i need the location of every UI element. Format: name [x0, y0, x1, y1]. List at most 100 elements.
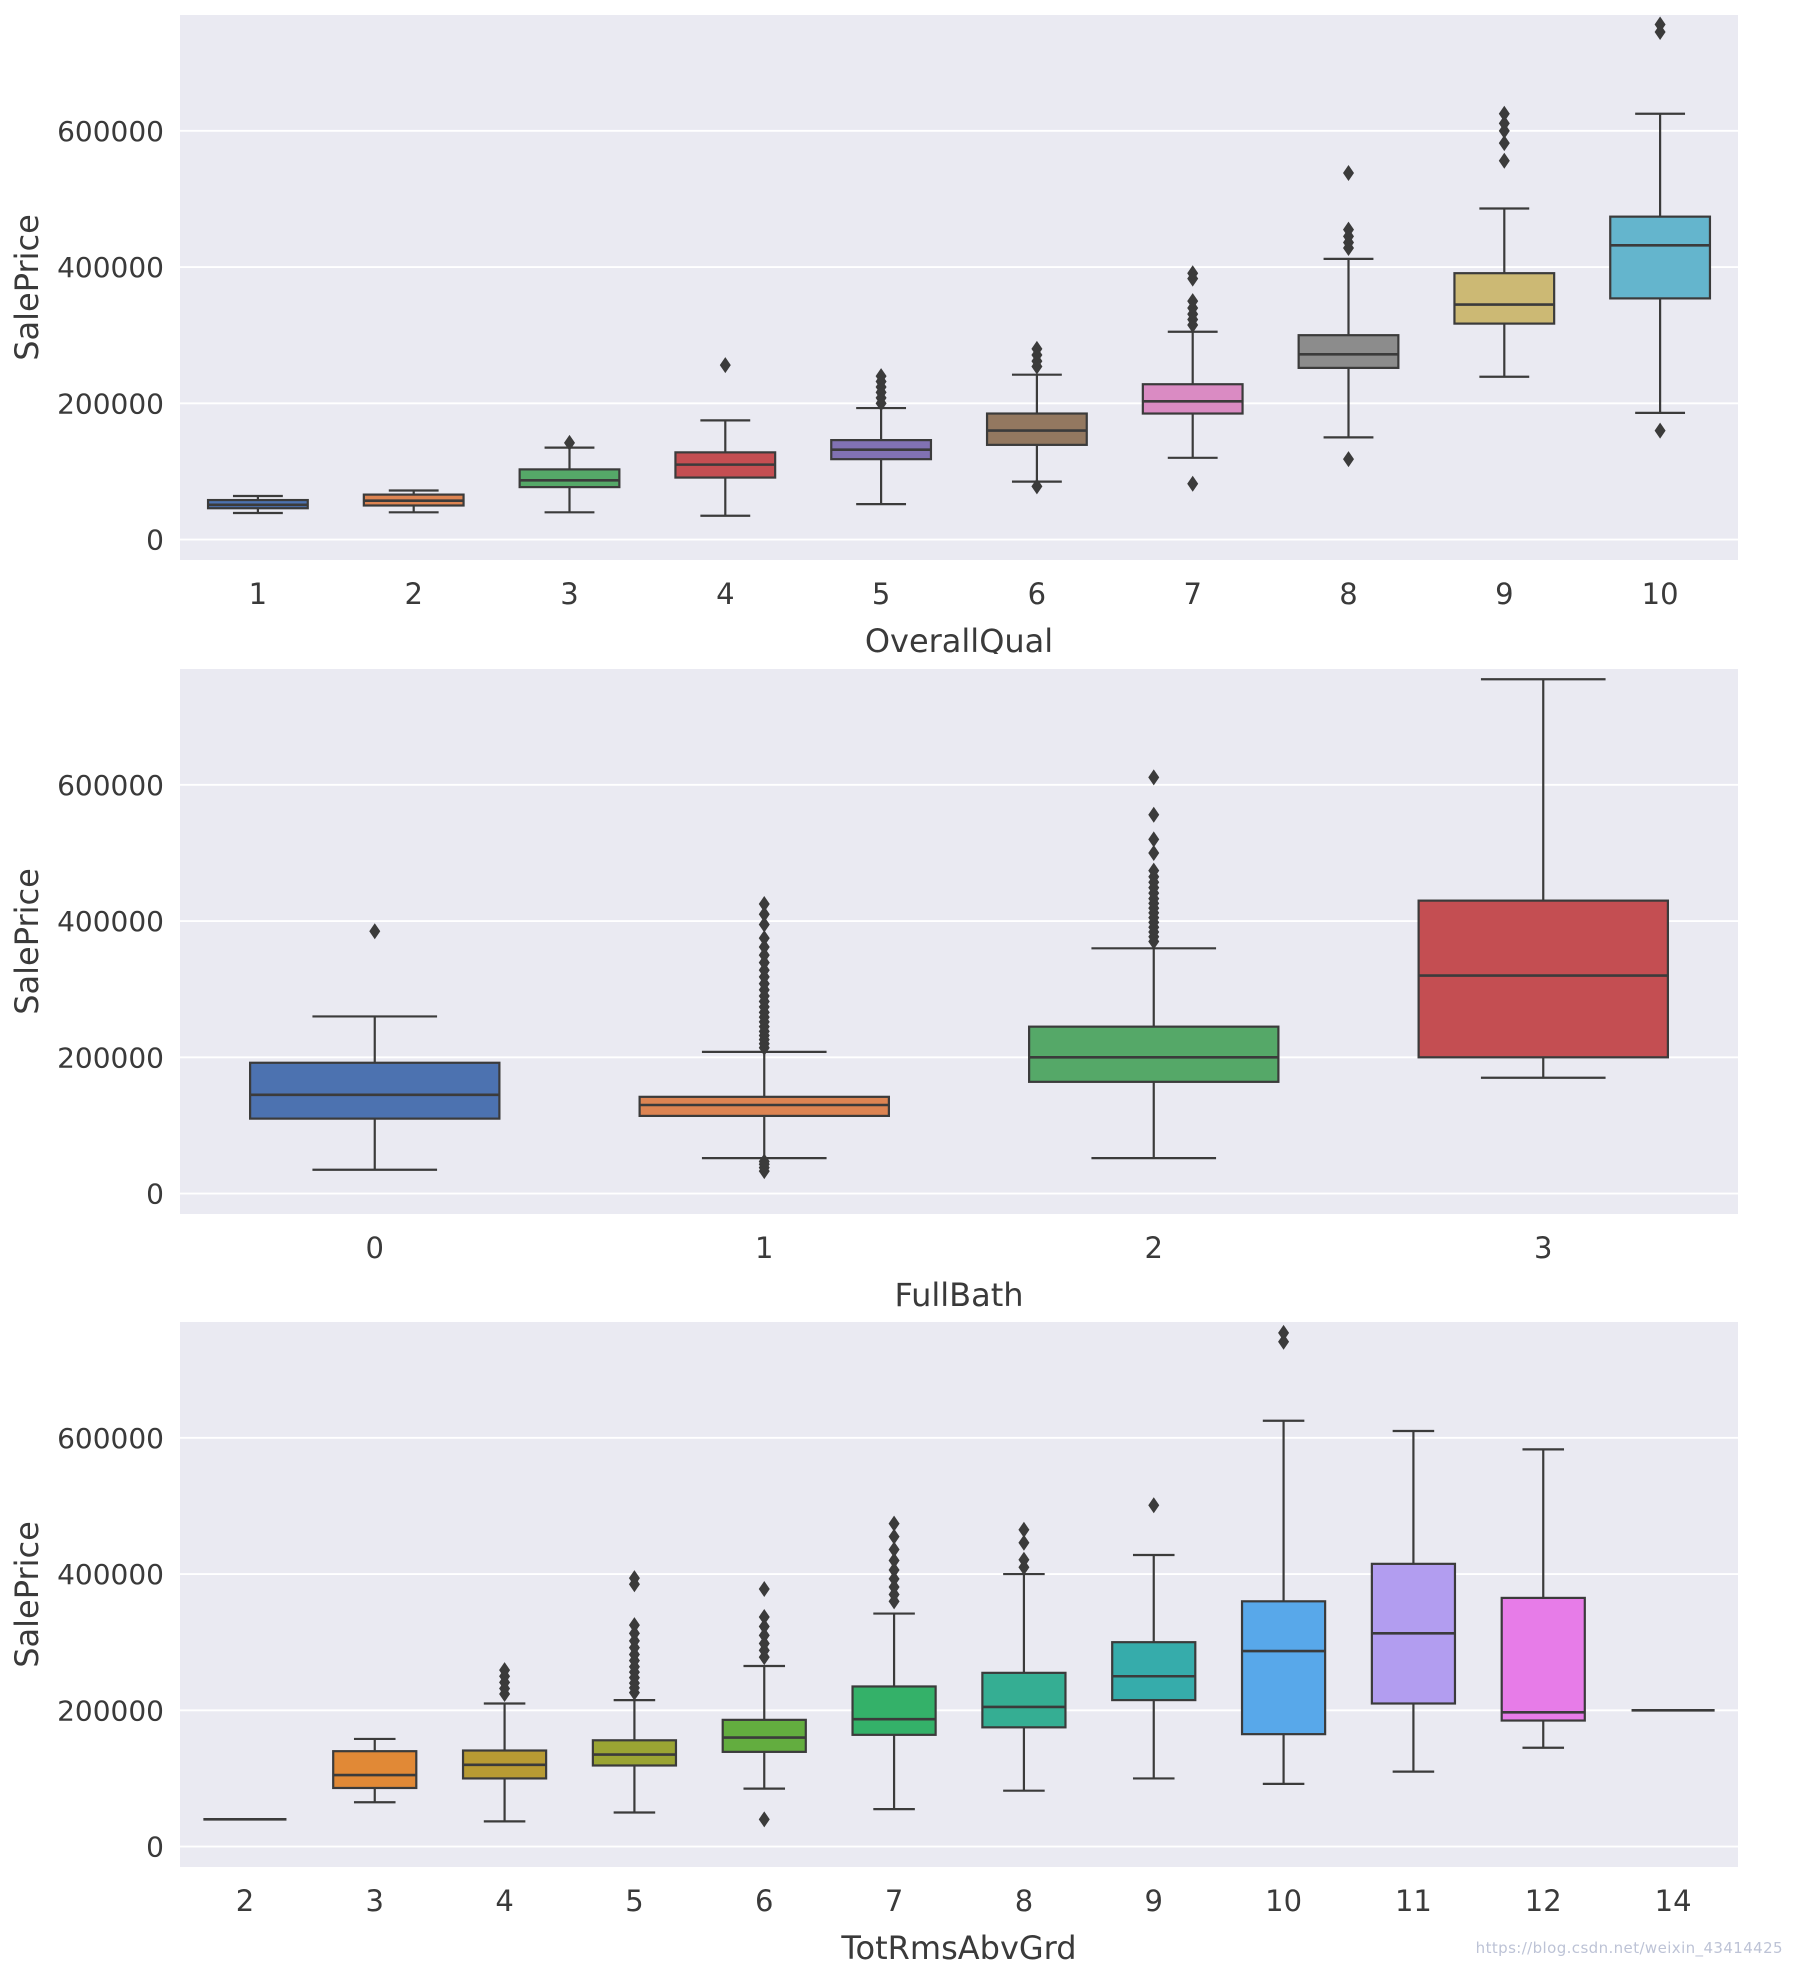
x-tick-label: 11: [1395, 1884, 1432, 1918]
box: [1141, 383, 1244, 415]
box: [1500, 1596, 1586, 1722]
plot-area: [180, 1322, 1738, 1867]
box-group: [1453, 105, 1556, 378]
box-group: [1500, 1448, 1586, 1749]
x-tick-label: 8: [1339, 577, 1357, 611]
box: [1609, 215, 1712, 300]
outlier-point: [1654, 422, 1666, 439]
y-tick-label: 600000: [57, 115, 164, 148]
box-group: [1417, 678, 1669, 1079]
box-group: [1141, 265, 1244, 492]
outlier-point: [1148, 862, 1160, 879]
outlier-point: [875, 368, 887, 385]
y-tick-label: 200000: [57, 1041, 164, 1074]
x-tick-label: 12: [1525, 1884, 1562, 1918]
box: [1240, 1600, 1327, 1736]
y-axis-label: SalePrice: [8, 868, 46, 1015]
box: [1111, 1641, 1197, 1702]
outlier-point: [369, 923, 381, 940]
outlier-point: [1031, 478, 1043, 495]
outlier-point: [758, 947, 770, 964]
y-tick-label: 600000: [57, 769, 164, 802]
y-tick-label: 400000: [57, 251, 164, 284]
x-tick-label: 5: [872, 577, 890, 611]
x-tick-label: 6: [1028, 577, 1046, 611]
outlier-point: [1343, 165, 1354, 182]
outlier-point: [758, 1153, 770, 1170]
box: [721, 1718, 807, 1753]
x-tick-label: 4: [716, 577, 734, 611]
box: [332, 1750, 418, 1790]
box-group: [1609, 16, 1712, 439]
x-tick-label: 10: [1642, 577, 1679, 611]
outlier-point: [758, 1635, 770, 1652]
outlier-point: [758, 930, 770, 947]
y-tick-label: 0: [146, 1831, 164, 1864]
box-group: [518, 434, 621, 514]
outlier-point: [1187, 265, 1199, 282]
x-tick-label: 14: [1655, 1884, 1692, 1918]
x-tick-label: 1: [755, 1231, 773, 1265]
x-axis-label: OverallQual: [865, 622, 1053, 654]
x-tick-label: 10: [1265, 1884, 1302, 1918]
y-axis-label: SalePrice: [8, 1521, 46, 1668]
x-tick-label: 5: [625, 1884, 643, 1918]
x-tick-label: 9: [1145, 1884, 1163, 1918]
box-group: [249, 923, 501, 1171]
x-tick-label: 8: [1015, 1884, 1033, 1918]
box-group: [1111, 1497, 1197, 1780]
outlier-point: [888, 1579, 900, 1596]
outlier-point: [1498, 105, 1510, 122]
box-group: [721, 1581, 807, 1828]
outlier-point: [1031, 340, 1043, 357]
outlier-point: [758, 1618, 770, 1635]
x-tick-label: 4: [495, 1884, 513, 1918]
y-tick-label: 400000: [57, 905, 164, 938]
box: [591, 1739, 678, 1767]
x-tick-label: 3: [1534, 1231, 1552, 1265]
outlier-point: [628, 1570, 640, 1587]
x-axis-label: TotRmsAbvGrd: [840, 1929, 1076, 1961]
box-group: [851, 1515, 937, 1811]
y-tick-label: 0: [146, 524, 164, 557]
x-tick-label: 3: [366, 1884, 384, 1918]
box: [981, 1671, 1067, 1729]
box-group: [1370, 1429, 1457, 1773]
outlier-point: [1018, 1551, 1030, 1568]
box-group: [638, 896, 890, 1180]
x-tick-label: 7: [1183, 577, 1201, 611]
outlier-point: [888, 1528, 900, 1545]
outlier-point: [1278, 1324, 1290, 1341]
y-tick-label: 200000: [57, 387, 164, 420]
outlier-point: [628, 1617, 640, 1634]
csdn-watermark: https://blog.csdn.net/weixin_43414425: [1475, 1939, 1783, 1957]
outlier-point: [564, 434, 575, 451]
outlier-point: [758, 1811, 770, 1828]
boxplot-totrmsabvgrd: 0 200000 400000 600000 SalePrice 2 3 4 5 6 7 8 9 10 11…: [8, 1322, 1738, 1961]
outlier-point: [719, 357, 731, 374]
outlier-point: [628, 1625, 640, 1642]
outlier-point: [888, 1561, 900, 1578]
box: [985, 412, 1088, 446]
outlier-point: [1148, 831, 1160, 848]
outlier-point: [758, 896, 770, 913]
outlier-point: [1498, 115, 1510, 132]
x-tick-label: 2: [404, 577, 422, 611]
outlier-point: [1018, 1521, 1030, 1538]
box-group: [1297, 165, 1400, 468]
outlier-point: [1148, 844, 1160, 861]
box: [249, 1061, 501, 1120]
outlier-point: [888, 1515, 900, 1532]
x-tick-label: 2: [236, 1884, 254, 1918]
outlier-point: [888, 1552, 900, 1569]
outlier-point: [758, 938, 770, 955]
x-tick-label: 7: [885, 1884, 903, 1918]
box-group: [206, 494, 309, 515]
box: [851, 1685, 937, 1736]
outlier-point: [1278, 1333, 1290, 1350]
outlier-point: [758, 1581, 770, 1598]
box: [518, 468, 621, 489]
outlier-point: [1187, 475, 1199, 492]
outlier-point: [1498, 152, 1510, 169]
